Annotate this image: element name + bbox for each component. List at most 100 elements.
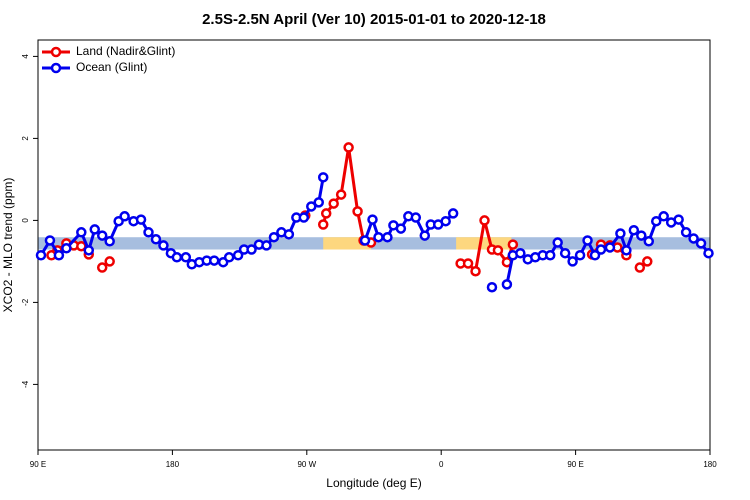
data-point <box>673 214 684 225</box>
data-point <box>96 230 108 241</box>
legend-label: Ocean (Glint) <box>76 60 147 74</box>
data-point <box>150 234 162 245</box>
data-point <box>615 228 626 239</box>
data-point <box>567 256 578 267</box>
x-tick-label: 180 <box>703 460 717 469</box>
data-point <box>317 219 329 230</box>
x-tick-label: 90 E <box>567 460 583 469</box>
data-point <box>595 244 607 255</box>
data-point <box>317 172 329 183</box>
data-point <box>634 262 646 273</box>
series-line <box>321 145 372 244</box>
data-point <box>410 212 422 223</box>
data-point <box>335 189 347 200</box>
data-point <box>604 242 616 253</box>
data-point <box>119 211 130 222</box>
y-tick-label: -2 <box>21 298 30 306</box>
data-point <box>643 236 655 247</box>
data-point <box>158 240 169 251</box>
data-point <box>544 250 556 261</box>
data-point <box>642 256 653 267</box>
x-tick-label: 0 <box>439 460 444 469</box>
data-point <box>53 250 65 261</box>
data-point <box>35 250 47 261</box>
data-point <box>628 224 640 236</box>
plot-frame <box>37 39 711 451</box>
data-point <box>703 247 714 259</box>
data-point <box>492 245 504 256</box>
data-point <box>479 215 490 226</box>
data-point <box>208 255 220 266</box>
data-point <box>223 252 235 263</box>
data-point <box>313 197 324 208</box>
chart-title: 2.5S-2.5N April (Ver 10) 2015-01-01 to 2… <box>202 11 546 28</box>
data-point <box>44 235 56 246</box>
data-point <box>582 235 593 246</box>
data-point <box>104 236 115 247</box>
data-point <box>367 214 378 225</box>
data-point <box>552 237 563 248</box>
legend-label: Land (Nadir&Glint) <box>76 44 175 58</box>
data-point <box>283 229 295 240</box>
data-point <box>104 256 115 267</box>
data-point <box>515 247 526 259</box>
data-point <box>680 227 692 238</box>
data-point <box>261 240 272 251</box>
data-point <box>695 238 707 249</box>
data-point <box>320 208 332 219</box>
data-point <box>462 258 474 269</box>
data-point <box>83 245 95 256</box>
data-point <box>419 230 431 241</box>
data-point <box>658 211 669 222</box>
x-axis-label: Longitude (deg E) <box>326 476 421 490</box>
legend-marker <box>50 46 62 58</box>
x-tick-label: 180 <box>166 460 180 469</box>
data-point <box>246 244 257 255</box>
data-point <box>76 240 87 252</box>
y-tick-label: 0 <box>21 218 30 223</box>
land-band <box>456 237 512 250</box>
data-point <box>507 239 519 250</box>
data-point <box>589 250 601 261</box>
x-tick-label: 90 E <box>30 460 46 469</box>
data-point <box>559 247 571 259</box>
data-point <box>501 279 513 290</box>
data-point <box>306 201 317 212</box>
data-point <box>636 230 647 241</box>
data-point <box>382 231 393 243</box>
data-point <box>650 215 662 227</box>
data-point <box>621 245 632 256</box>
data-point <box>470 265 481 277</box>
y-tick-label: 2 <box>21 136 30 141</box>
data-point <box>373 231 384 243</box>
y-tick-label: -4 <box>21 380 30 388</box>
data-point <box>180 252 192 263</box>
data-point <box>359 235 371 246</box>
data-point <box>232 250 244 261</box>
data-point <box>395 223 407 234</box>
data-point <box>96 262 108 273</box>
x-tick-label: 90 W <box>297 460 316 469</box>
data-point <box>171 252 183 263</box>
data-point <box>76 227 87 238</box>
data-point <box>486 281 498 293</box>
legend-marker <box>50 62 62 74</box>
data-point <box>298 212 310 223</box>
data-point <box>268 231 280 243</box>
data-point <box>135 214 147 225</box>
y-axis-label: XCO2 - MLO trend (ppm) <box>1 178 15 313</box>
y-tick-label: 4 <box>21 54 30 59</box>
data-point <box>447 208 459 219</box>
data-point <box>688 233 699 244</box>
data-point <box>440 215 451 227</box>
data-point <box>343 142 354 153</box>
data-point <box>574 250 586 261</box>
series-line <box>39 177 325 266</box>
data-point <box>352 206 363 217</box>
data-point <box>328 198 339 209</box>
data-point <box>61 243 72 254</box>
data-point <box>143 227 154 238</box>
data-point <box>89 224 100 235</box>
